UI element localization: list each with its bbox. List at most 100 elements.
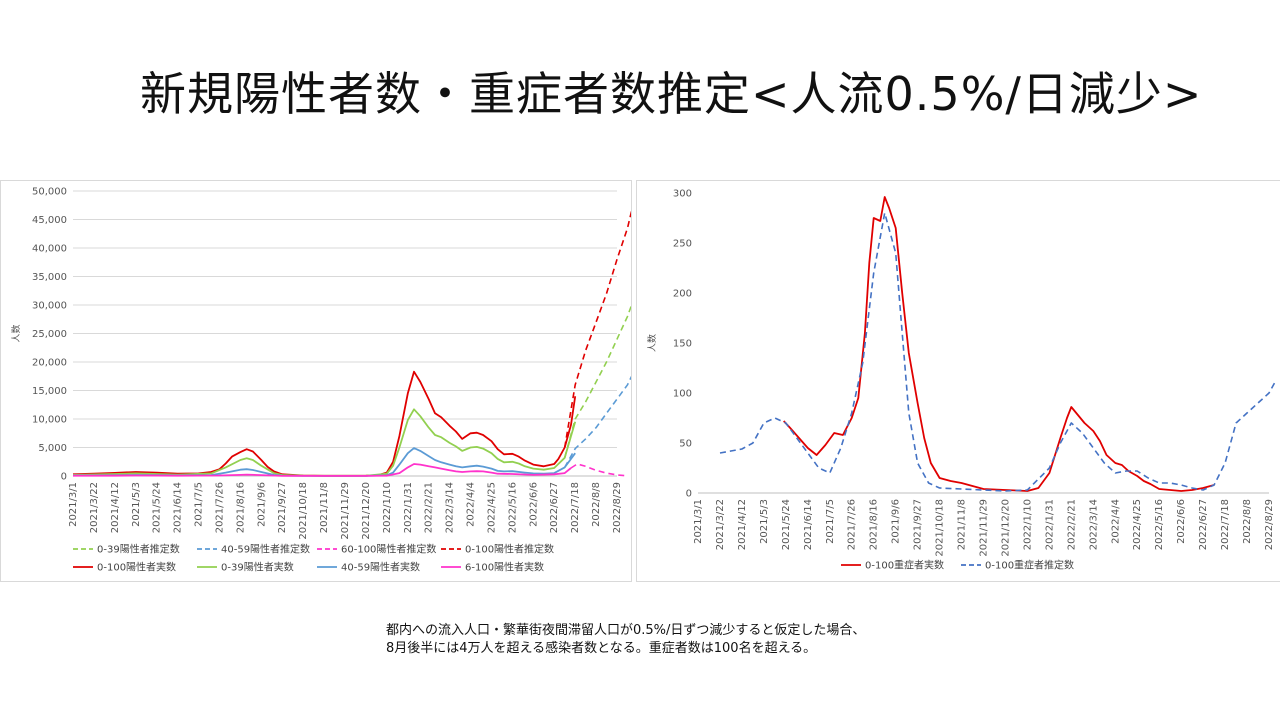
x-tick-label: 2021/9/27 bbox=[913, 499, 924, 550]
x-tick-label: 2022/5/16 bbox=[507, 482, 518, 533]
y-tick-label: 25,000 bbox=[32, 329, 67, 340]
series-line bbox=[783, 196, 1215, 492]
x-tick-label: 2022/2/21 bbox=[1066, 499, 1077, 550]
y-tick-label: 100 bbox=[673, 389, 692, 400]
x-tick-label: 2021/9/6 bbox=[256, 482, 267, 527]
y-tick-label: 150 bbox=[673, 339, 692, 350]
legend-label: 40-59陽性者推定数 bbox=[221, 543, 310, 556]
x-tick-label: 2021/12/20 bbox=[361, 482, 372, 540]
x-tick-label: 2022/4/25 bbox=[1132, 499, 1143, 550]
legend-label: 0-100重症者推定数 bbox=[985, 559, 1074, 572]
slide-caption: 都内への流入人口・繁華街夜間滞留人口が0.5%/日ずつ減少すると仮定した場合、 … bbox=[386, 622, 1086, 658]
y-axis-label: 人数 bbox=[10, 324, 22, 342]
series-line bbox=[73, 463, 572, 477]
x-tick-label: 2021/5/24 bbox=[781, 499, 792, 550]
x-tick-label: 2022/1/10 bbox=[382, 482, 393, 533]
legend-label: 60-100陽性者推定数 bbox=[341, 543, 436, 556]
y-tick-label: 30,000 bbox=[32, 301, 67, 312]
x-tick-label: 2021/3/22 bbox=[715, 499, 726, 550]
y-tick-label: 15,000 bbox=[32, 386, 67, 397]
series-line bbox=[570, 463, 626, 477]
x-tick-label: 2021/3/1 bbox=[693, 499, 704, 544]
x-tick-label: 2022/7/18 bbox=[1220, 499, 1231, 550]
x-tick-label: 2022/6/27 bbox=[549, 482, 560, 533]
legend-label: 40-59陽性者実数 bbox=[341, 561, 420, 574]
y-tick-label: 0 bbox=[686, 489, 692, 500]
x-tick-label: 2021/5/24 bbox=[152, 482, 163, 533]
series-line bbox=[72, 408, 577, 477]
series-line bbox=[72, 370, 577, 477]
x-tick-label: 2022/3/14 bbox=[1088, 499, 1099, 550]
x-tick-label: 2022/8/29 bbox=[612, 482, 623, 533]
x-tick-label: 2021/3/22 bbox=[89, 482, 100, 533]
caption-line: 8月後半には4万人を超える感染者数となる。重症者数は100名を超える。 bbox=[386, 641, 817, 656]
x-tick-label: 2021/4/12 bbox=[110, 482, 121, 533]
severe-chart: 0 50 100 150 200 250 300 2021/3/1 2021/3/22 2021/… bbox=[646, 189, 1277, 572]
y-tick-label: 45,000 bbox=[32, 215, 67, 226]
x-tick-label: 2021/4/12 bbox=[737, 499, 748, 550]
y-tick-label: 10,000 bbox=[32, 415, 67, 426]
slide-title: 新規陽性者数・重症者数推定<人流0.5%/日減少> bbox=[140, 67, 1203, 121]
x-tick-label: 2021/8/16 bbox=[235, 482, 246, 533]
x-tick-label: 2022/1/31 bbox=[403, 482, 414, 533]
x-tick-label: 2021/11/29 bbox=[979, 499, 990, 557]
y-tick-label: 200 bbox=[673, 289, 692, 300]
y-tick-label: 50 bbox=[679, 439, 692, 450]
y-tick-label: 5,000 bbox=[38, 443, 67, 454]
caption-line: 都内への流入人口・繁華街夜間滞留人口が0.5%/日ずつ減少すると仮定した場合、 bbox=[386, 623, 866, 638]
x-tick-label: 2021/5/3 bbox=[131, 482, 142, 527]
series-line bbox=[564, 375, 631, 468]
x-tick-label: 2022/3/14 bbox=[445, 482, 456, 533]
x-tick-label: 2021/6/14 bbox=[803, 499, 814, 550]
legend-label: 6-100陽性者実数 bbox=[465, 561, 544, 574]
x-tick-label: 2022/6/6 bbox=[1176, 499, 1187, 544]
x-tick-label: 2021/10/18 bbox=[935, 499, 946, 557]
series-line bbox=[563, 304, 631, 459]
y-tick-label: 35,000 bbox=[32, 272, 67, 283]
x-tick-label: 2022/5/16 bbox=[1154, 499, 1165, 550]
x-tick-label: 2021/7/26 bbox=[214, 482, 225, 533]
legend-label: 0-39陽性者推定数 bbox=[97, 543, 180, 556]
y-tick-label: 40,000 bbox=[32, 244, 67, 255]
x-tick-label: 2021/11/8 bbox=[957, 499, 968, 550]
legend-label: 0-100重症者実数 bbox=[865, 559, 944, 572]
y-tick-label: 20,000 bbox=[32, 358, 67, 369]
x-tick-label: 2021/8/16 bbox=[869, 499, 880, 550]
x-tick-label: 2022/8/8 bbox=[1242, 499, 1253, 544]
x-tick-label: 2021/9/6 bbox=[891, 499, 902, 544]
positives-chart: 0 5,000 10,000 15,000 20,000 25,000 30,000 35,0… bbox=[10, 187, 631, 574]
y-tick-label: 50,000 bbox=[32, 187, 67, 198]
y-tick-label: 300 bbox=[673, 189, 692, 200]
severe-chart-panel: 0 50 100 150 200 250 300 2021/3/1 2021/3/22 2021/… bbox=[636, 180, 1280, 582]
legend-label: 0-100陽性者推定数 bbox=[465, 543, 554, 556]
x-tick-label: 2022/4/4 bbox=[1110, 499, 1121, 544]
x-tick-label: 2021/7/26 bbox=[847, 499, 858, 550]
x-tick-label: 2022/2/21 bbox=[424, 482, 435, 533]
x-tick-label: 2021/6/14 bbox=[173, 482, 184, 533]
x-tick-label: 2021/12/20 bbox=[1000, 499, 1011, 557]
legend-label: 0-100陽性者実数 bbox=[97, 561, 176, 574]
x-tick-label: 2021/7/5 bbox=[194, 482, 205, 527]
x-tick-label: 2021/10/18 bbox=[298, 482, 309, 540]
x-tick-label: 2021/11/29 bbox=[340, 482, 351, 540]
y-tick-label: 250 bbox=[673, 239, 692, 250]
x-tick-label: 2022/4/4 bbox=[466, 482, 477, 527]
x-tick-label: 2022/7/18 bbox=[570, 482, 581, 533]
x-tick-label: 2022/8/29 bbox=[1264, 499, 1275, 550]
x-tick-label: 2022/6/6 bbox=[528, 482, 539, 527]
x-tick-label: 2022/4/25 bbox=[486, 482, 497, 533]
legend-label: 0-39陽性者実数 bbox=[221, 561, 294, 574]
series-line bbox=[72, 447, 576, 477]
x-tick-label: 2021/5/3 bbox=[759, 499, 770, 544]
series-line bbox=[563, 210, 631, 448]
x-tick-label: 2022/1/10 bbox=[1022, 499, 1033, 550]
x-tick-label: 2022/1/31 bbox=[1044, 499, 1055, 550]
positives-chart-panel: 0 5,000 10,000 15,000 20,000 25,000 30,000 35,0… bbox=[0, 180, 632, 582]
x-tick-label: 2021/9/27 bbox=[277, 482, 288, 533]
x-tick-label: 2021/3/1 bbox=[68, 482, 79, 527]
x-tick-label: 2021/11/8 bbox=[319, 482, 330, 533]
x-tick-label: 2021/7/5 bbox=[825, 499, 836, 544]
y-tick-label: 0 bbox=[61, 472, 67, 483]
y-axis-label: 人数 bbox=[646, 334, 658, 352]
x-tick-label: 2022/8/8 bbox=[591, 482, 602, 527]
